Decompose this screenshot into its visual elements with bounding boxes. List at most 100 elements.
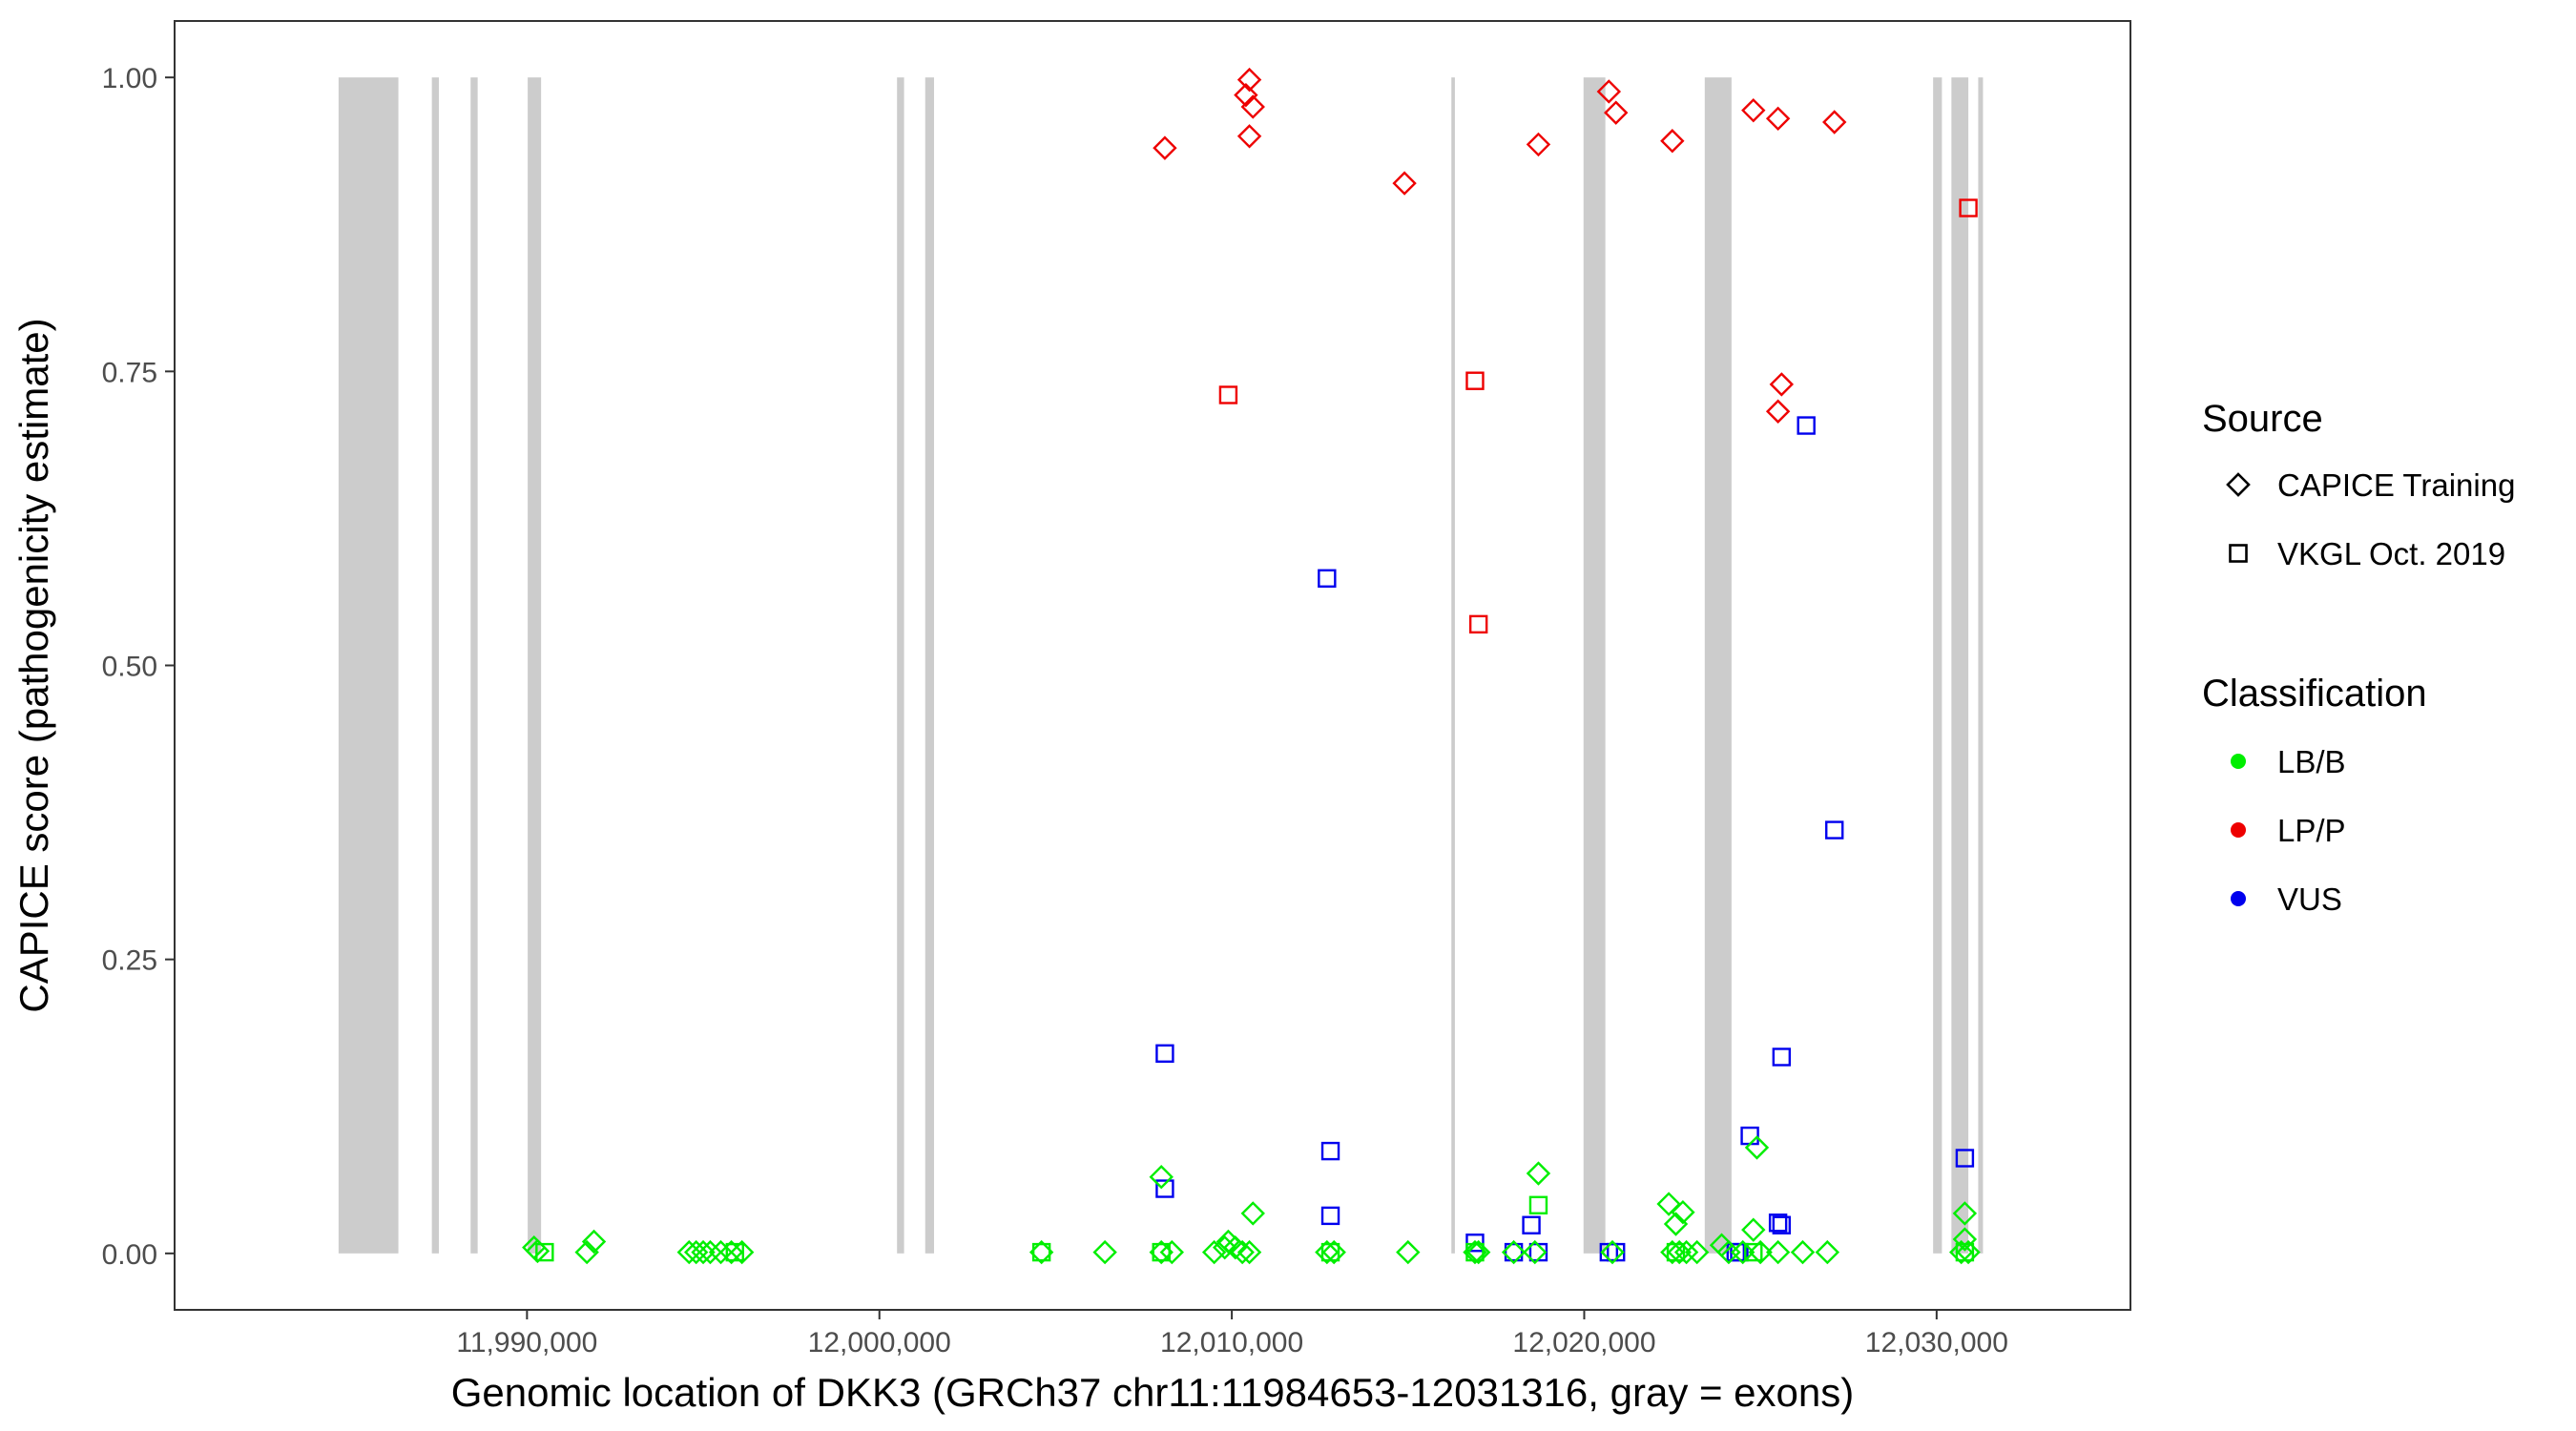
x-axis-title: Genomic location of DKK3 (GRCh37 chr11:1…	[451, 1370, 1855, 1415]
data-point-diamond	[1223, 1234, 1248, 1260]
legend-item-lpp: LP/P	[2231, 813, 2346, 848]
y-axis-title: CAPICE score (pathogenicity estimate)	[11, 318, 56, 1012]
data-point-diamond	[1952, 1227, 1978, 1252]
data-point-square	[1465, 1234, 1485, 1253]
exon-band	[1978, 77, 1984, 1254]
y-tick-label: 0.75	[102, 357, 157, 388]
exon-band	[924, 77, 934, 1254]
data-point-diamond	[1159, 1239, 1185, 1265]
exon-band	[431, 77, 440, 1254]
data-point-diamond	[1952, 1201, 1978, 1226]
y-tick-label: 0.25	[102, 945, 157, 977]
data-point-diamond	[729, 1239, 755, 1265]
data-point-diamond	[1765, 106, 1791, 132]
data-point-square	[1772, 1047, 1792, 1067]
x-axis: 11,990,000 12,000,000 12,010,000 12,020,000…	[456, 1310, 2008, 1358]
data-point-square	[1772, 1215, 1792, 1234]
data-point-diamond	[1604, 100, 1629, 125]
legend-label-vus: VUS	[2277, 881, 2342, 917]
data-point-diamond	[1741, 1217, 1766, 1242]
data-point-diamond	[1240, 1201, 1265, 1226]
data-point-square	[1744, 1242, 1763, 1262]
data-point-square	[1504, 1242, 1524, 1262]
data-point-square	[1465, 371, 1485, 390]
data-point-diamond	[1392, 171, 1417, 196]
data-point-diamond	[1656, 1192, 1681, 1216]
legend-square-key	[2229, 544, 2248, 563]
data-point-diamond	[1526, 1161, 1551, 1186]
x-tick-label: 12,000,000	[808, 1327, 951, 1358]
data-points	[522, 67, 1981, 1265]
y-tick-label: 0.50	[102, 652, 157, 683]
data-point-diamond	[1236, 67, 1262, 93]
data-point-diamond	[1815, 1239, 1840, 1265]
data-point-square	[1152, 1242, 1171, 1262]
y-axis: 0.00 0.25 0.50 0.75 1.00	[102, 63, 175, 1271]
data-point-square	[535, 1242, 554, 1262]
data-point-diamond	[1673, 1239, 1699, 1265]
plot-panel-border	[174, 20, 2131, 1311]
data-point-diamond	[1213, 1234, 1237, 1260]
data-point-diamond	[718, 1239, 744, 1265]
data-point-square	[1031, 1242, 1051, 1262]
data-point-square	[1155, 1179, 1174, 1198]
data-point-diamond	[1600, 1239, 1625, 1265]
data-point-diamond	[1741, 97, 1766, 123]
exon-band	[1933, 77, 1942, 1254]
data-point-square	[1666, 1242, 1686, 1262]
data-point-diamond	[1748, 1239, 1773, 1265]
data-point-square	[1528, 1195, 1548, 1214]
legend-item-vus: VUS	[2231, 881, 2342, 917]
data-point-diamond	[1234, 82, 1258, 108]
data-point-diamond	[697, 1239, 723, 1265]
x-tick-label: 11,990,000	[456, 1327, 597, 1358]
data-point-diamond	[1149, 1165, 1174, 1190]
data-point-diamond	[1956, 1239, 1981, 1265]
data-point-square	[1320, 1242, 1340, 1262]
data-point-diamond	[581, 1229, 607, 1255]
data-point-diamond	[1684, 1239, 1710, 1265]
legend-label-capice-training: CAPICE Training	[2277, 467, 2515, 503]
data-point-diamond	[1765, 1239, 1791, 1265]
y-tick-label: 1.00	[102, 63, 157, 94]
data-point-square	[1959, 198, 1978, 218]
legend-label-lbb: LB/B	[2277, 744, 2346, 779]
data-point-diamond	[1949, 1239, 1974, 1265]
data-point-square	[725, 1242, 744, 1262]
data-point-square	[1218, 385, 1238, 404]
legend-dot-lbb	[2231, 754, 2246, 769]
data-point-square	[1797, 416, 1816, 435]
exon-band	[1951, 77, 1969, 1254]
data-point-diamond	[1501, 1239, 1527, 1265]
legend: Source CAPICE Training VKGL Oct. 2019 Cl…	[2202, 398, 2515, 917]
data-point-square	[1522, 1215, 1541, 1234]
data-point-diamond	[1201, 1239, 1227, 1265]
legend-label-lpp: LP/P	[2277, 813, 2346, 848]
data-point-diamond	[1667, 1239, 1692, 1265]
legend-item-capice-training: CAPICE Training	[2226, 467, 2515, 503]
data-point-diamond	[525, 1238, 551, 1264]
x-tick-label: 12,030,000	[1865, 1327, 2008, 1358]
legend-dot-vus	[2231, 891, 2246, 906]
data-point-square	[1955, 1149, 1975, 1168]
data-point-diamond	[1730, 1239, 1755, 1265]
exon-band	[1451, 77, 1455, 1254]
data-point-diamond	[1153, 135, 1177, 160]
data-point-square	[1320, 1141, 1340, 1161]
data-point-diamond	[1240, 94, 1265, 119]
y-tick-label: 0.00	[102, 1239, 157, 1271]
data-point-square	[1825, 820, 1844, 840]
exon-band	[528, 77, 542, 1254]
data-point-diamond	[1236, 1239, 1262, 1265]
data-point-diamond	[1315, 1239, 1340, 1265]
data-point-diamond	[1596, 79, 1622, 104]
x-tick-label: 12,010,000	[1160, 1327, 1303, 1358]
data-point-square	[1465, 1242, 1485, 1262]
data-point-diamond	[1396, 1239, 1421, 1265]
data-point-diamond	[1526, 132, 1551, 157]
exon-band	[470, 77, 478, 1254]
exon-band	[1583, 77, 1606, 1254]
legend-item-vkgl: VKGL Oct. 2019	[2229, 536, 2505, 571]
legend-label-vkgl: VKGL Oct. 2019	[2277, 536, 2505, 571]
